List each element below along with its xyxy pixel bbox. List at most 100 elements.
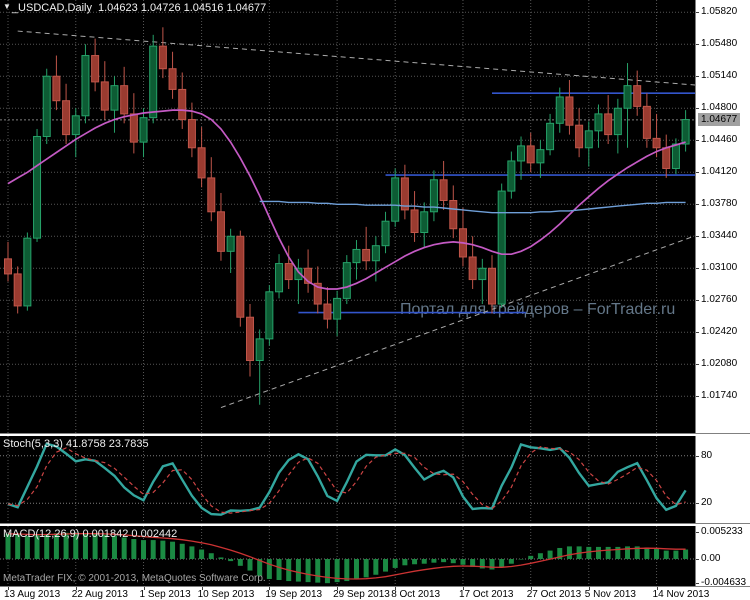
macd-histogram-bar — [150, 540, 156, 559]
macd-histogram-bar — [208, 553, 214, 559]
candle — [52, 55, 61, 111]
main-chart-panel[interactable]: Портал для трейдеров – ForTrader.ru ▼_US… — [0, 0, 695, 433]
candle — [391, 168, 400, 227]
price-axis-label: 1.05480 — [701, 38, 738, 50]
stochastic-panel[interactable]: Stoch(5,3,3) 41.8758 23.7835 — [0, 436, 695, 523]
macd-histogram — [5, 532, 689, 584]
axis-tick — [696, 300, 699, 302]
macd-axis-label: 0.00 — [701, 553, 721, 564]
price-axis-label: 1.03440 — [701, 230, 738, 242]
candle — [294, 258, 303, 305]
macd-histogram-bar — [5, 533, 11, 559]
macd-histogram-bar — [499, 559, 505, 568]
price-axis-label: 1.03780 — [701, 198, 738, 210]
macd-histogram-bar — [595, 546, 601, 559]
symbol-period-label: _USDCAD,Daily — [11, 2, 92, 14]
macd-axis-label: 0.005233 — [701, 525, 743, 537]
price-axis-label: 1.04800 — [701, 102, 738, 114]
candle — [342, 255, 351, 305]
candle — [13, 266, 22, 314]
time-axis-label: 17 Oct 2013 — [458, 589, 514, 600]
macd-histogram-bar — [102, 534, 108, 559]
macd-histogram-bar — [373, 559, 379, 575]
time-axis-tick — [462, 587, 464, 590]
trendline[interactable] — [17, 30, 695, 87]
candle — [129, 93, 138, 154]
candle — [362, 226, 371, 271]
axis-tick — [696, 44, 699, 46]
candle — [178, 72, 187, 129]
macd-histogram-bar — [228, 559, 234, 562]
macd-histogram-bar — [305, 559, 311, 583]
candle — [497, 183, 506, 308]
macd-histogram-bar — [518, 559, 524, 560]
macd-histogram-bar — [237, 559, 243, 566]
price-axis-label: 1.05820 — [701, 6, 738, 18]
macd-histogram-bar — [179, 543, 185, 559]
price-axis-label: 1.02760 — [701, 294, 738, 306]
macd-histogram-bar — [460, 559, 466, 565]
time-axis-tick — [75, 587, 77, 590]
candle — [304, 249, 313, 293]
price-axis-label: 1.02420 — [701, 326, 738, 338]
candle — [255, 329, 264, 405]
macd-histogram-bar — [266, 559, 272, 579]
macd-histogram-bar — [92, 533, 98, 559]
macd-panel[interactable]: MACD(12,26,9) 0.001842 0.002442 MetaTrad… — [0, 526, 695, 586]
price-axis-label: 1.02080 — [701, 358, 738, 370]
axis-tick — [696, 364, 699, 366]
candle — [488, 255, 496, 314]
macd-axis-label: -0.004633 — [701, 577, 747, 589]
time-axis-label: 10 Sep 2013 — [197, 589, 255, 600]
macd-histogram-bar — [189, 546, 195, 559]
time-axis-label: 29 Sep 2013 — [333, 589, 390, 600]
candle — [652, 113, 661, 158]
panel-separator[interactable] — [0, 433, 750, 436]
macd-histogram-bar — [479, 559, 485, 569]
macd-histogram-bar — [63, 532, 69, 559]
macd-histogram-bar — [82, 533, 88, 559]
macd-histogram-bar — [160, 540, 166, 559]
macd-histogram-bar — [634, 546, 640, 559]
axis-tick — [696, 559, 699, 560]
macd-histogram-bar — [315, 559, 321, 583]
stoch-main-line — [7, 442, 687, 516]
time-axis-tick — [143, 587, 145, 590]
macd-histogram-bar — [353, 559, 359, 580]
candle — [333, 290, 342, 337]
candle — [575, 108, 584, 158]
candle — [207, 157, 216, 222]
candle — [120, 66, 129, 124]
macd-histogram-bar — [663, 550, 669, 559]
candle — [449, 185, 458, 239]
trendline[interactable] — [220, 229, 695, 409]
macd-histogram-bar — [547, 550, 553, 559]
macd-histogram-bar — [24, 535, 30, 559]
macd-histogram-bar — [431, 559, 437, 563]
candle — [313, 266, 322, 314]
macd-histogram-bar — [412, 559, 418, 565]
axis-tick — [696, 12, 699, 14]
macd-histogram-bar — [654, 549, 660, 559]
macd-histogram-bar — [34, 535, 40, 559]
macd-signal-line — [7, 532, 686, 580]
chart-menu-icon[interactable]: ▼ — [3, 2, 11, 11]
candle — [352, 240, 361, 280]
candle — [81, 44, 90, 124]
time-axis-label: 13 Aug 2013 — [4, 589, 61, 600]
macd-histogram-bar — [324, 559, 330, 584]
candle — [110, 76, 119, 133]
macd-histogram-bar — [111, 535, 117, 559]
macd-histogram-bar — [450, 559, 456, 564]
macd-histogram-bar — [141, 540, 147, 559]
time-axis: 13 Aug 2013 22 Aug 2013 1 Sep 2013 10 Sep 2… — [0, 586, 750, 600]
macd-histogram-bar — [644, 547, 650, 559]
candle — [71, 108, 80, 158]
panel-separator[interactable] — [0, 523, 750, 526]
ma-fast-line — [7, 109, 686, 290]
macd-histogram-bar — [73, 532, 79, 559]
time-axis-tick — [337, 587, 339, 590]
candle — [642, 93, 651, 148]
candle — [149, 34, 158, 124]
